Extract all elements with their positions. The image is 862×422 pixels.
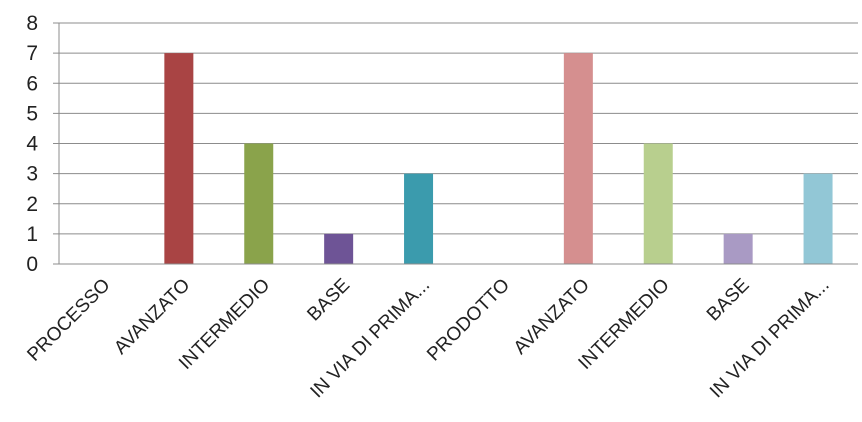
bar-4 [324,233,354,264]
y-tick-label: 2 [26,193,38,216]
axes [53,22,858,265]
y-tick-label: 7 [26,42,38,65]
bar-7 [563,53,593,264]
bar-9 [723,233,753,264]
bar-3 [244,143,274,264]
bars [164,53,833,264]
bar-5 [404,173,434,264]
bar-2 [164,53,194,264]
bar-8 [643,143,673,264]
y-tick-label: 8 [26,12,38,35]
y-tick-label: 6 [26,72,38,95]
x-tick-label: AVANZATO [510,275,594,359]
bar-10 [803,173,833,264]
y-tick-label: 5 [26,102,38,125]
y-tick-labels: 0 1 2 3 4 5 6 7 8 [26,12,38,276]
x-tick-label: AVANZATO [110,275,194,359]
x-tick-label: BASE [303,275,354,326]
y-tick-label: 3 [26,163,38,186]
x-tick-label: PROCESSO [23,275,114,366]
y-tick-label: 1 [26,223,38,246]
x-tick-label: PRODOTTO [423,275,514,366]
y-tick-label: 4 [26,133,38,156]
x-tick-label: BASE [703,275,754,326]
y-tick-label: 0 [26,253,38,276]
